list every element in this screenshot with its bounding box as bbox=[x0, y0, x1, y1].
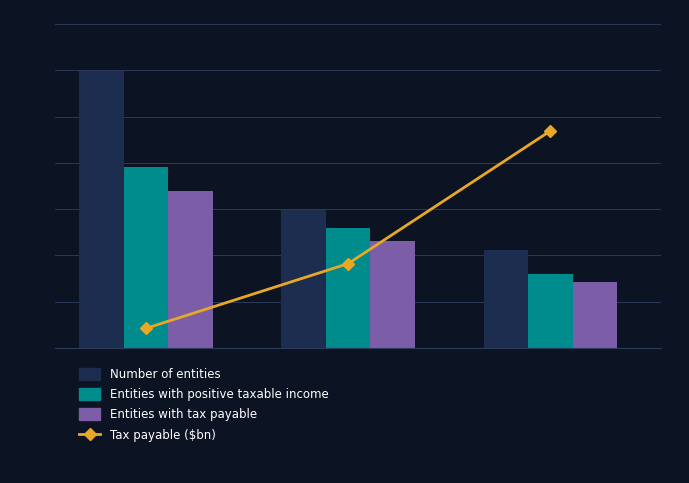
Bar bbox=[326, 227, 371, 348]
Bar bbox=[168, 191, 213, 348]
Legend: Number of entities, Entities with positive taxable income, Entities with tax pay: Number of entities, Entities with positi… bbox=[79, 368, 329, 441]
Bar bbox=[282, 211, 326, 348]
Bar bbox=[371, 242, 415, 348]
Bar bbox=[573, 282, 617, 348]
Bar bbox=[484, 250, 528, 348]
Bar bbox=[79, 71, 124, 348]
Bar bbox=[124, 168, 168, 348]
Bar bbox=[528, 274, 573, 348]
